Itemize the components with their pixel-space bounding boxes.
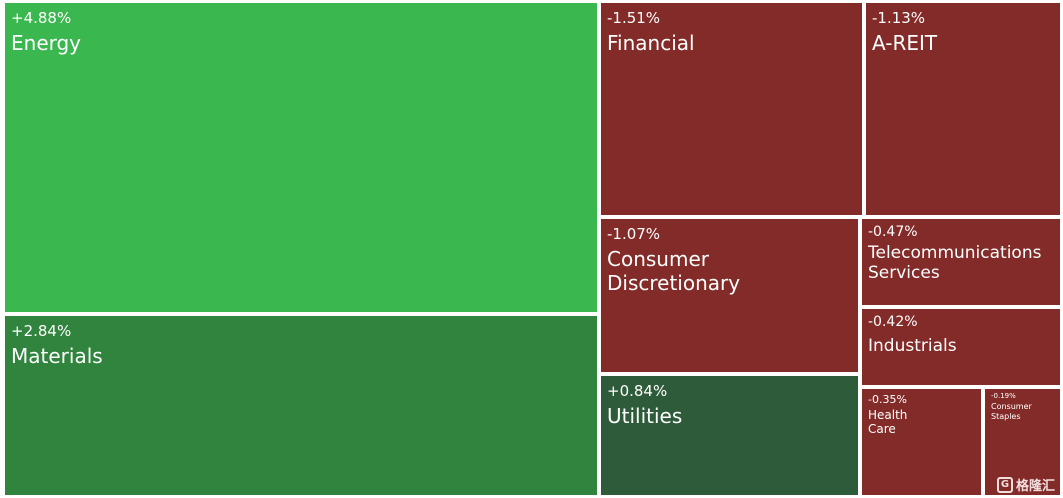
tile-sector-label: Energy	[11, 31, 82, 55]
tile-change-label: -0.19%	[991, 392, 1016, 400]
tile-sector-label: Materials	[11, 344, 103, 368]
tile-sector-label: Financial	[607, 31, 695, 55]
tile-utilities[interactable]: +0.84% Utilities	[601, 376, 858, 495]
tile-change-label: +2.84%	[11, 322, 72, 340]
tile-sector-label: Industrials	[868, 336, 957, 356]
tile-change-label: -0.42%	[868, 314, 918, 330]
watermark-text: 格隆汇	[1015, 479, 1055, 494]
tile-sector-label: Telecommunications Services	[868, 243, 1042, 284]
tile-financial[interactable]: -1.51% Financial	[601, 3, 862, 215]
tile-change-label: -0.35%	[868, 393, 907, 406]
tile-change-label: +0.84%	[607, 382, 668, 400]
g-logo-icon: G	[996, 476, 1013, 493]
watermark: G 格隆汇	[996, 475, 1055, 494]
tile-consumer-discretionary[interactable]: -1.07% Consumer Discretionary	[601, 219, 858, 372]
tile-health-care[interactable]: -0.35% Health Care	[862, 389, 981, 495]
tile-change-label: -1.07%	[607, 225, 661, 243]
tile-telecommunications-services[interactable]: -0.47% Telecommunications Services	[862, 219, 1060, 305]
tile-sector-label: Health Care	[868, 408, 908, 437]
tile-sector-label: Consumer Staples	[991, 402, 1032, 421]
tile-energy[interactable]: +4.88% Energy	[5, 3, 597, 312]
tile-materials[interactable]: +2.84% Materials	[5, 316, 597, 495]
tile-sector-label: A-REIT	[872, 31, 938, 55]
tile-sector-label: Utilities	[607, 404, 683, 428]
tile-a-reit[interactable]: -1.13% A-REIT	[866, 3, 1060, 215]
tile-sector-label: Consumer Discretionary	[607, 247, 741, 295]
tile-change-label: -1.13%	[872, 9, 926, 27]
tile-change-label: -1.51%	[607, 9, 661, 27]
tile-change-label: -0.47%	[868, 224, 918, 240]
tile-change-label: +4.88%	[11, 9, 72, 27]
tile-industrials[interactable]: -0.42% Industrials	[862, 309, 1060, 385]
